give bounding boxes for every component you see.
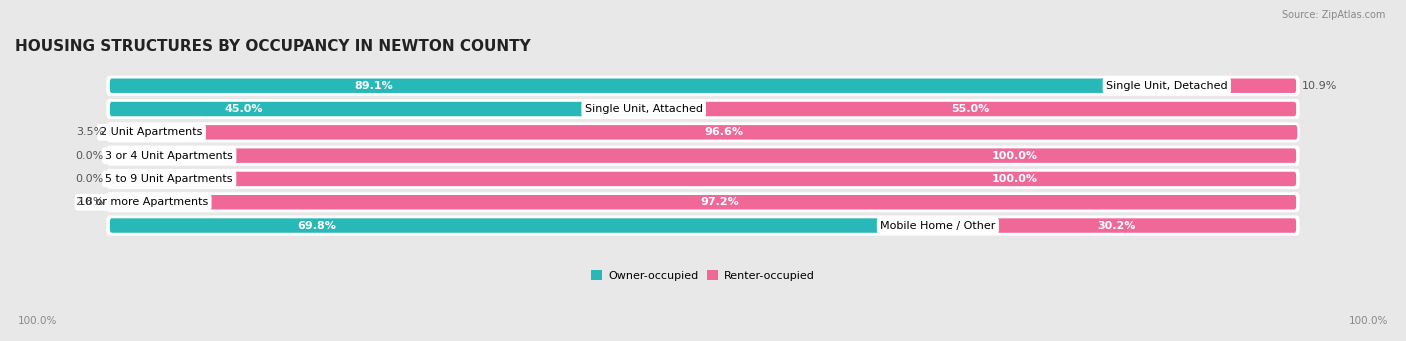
Text: HOUSING STRUCTURES BY OCCUPANCY IN NEWTON COUNTY: HOUSING STRUCTURES BY OCCUPANCY IN NEWTO… bbox=[15, 39, 530, 54]
Text: 96.6%: 96.6% bbox=[704, 127, 744, 137]
Text: 69.8%: 69.8% bbox=[298, 221, 336, 231]
Text: Single Unit, Attached: Single Unit, Attached bbox=[585, 104, 703, 114]
FancyBboxPatch shape bbox=[143, 195, 1296, 209]
FancyBboxPatch shape bbox=[110, 218, 938, 233]
FancyBboxPatch shape bbox=[169, 148, 1296, 163]
Text: 100.0%: 100.0% bbox=[991, 151, 1038, 161]
Legend: Owner-occupied, Renter-occupied: Owner-occupied, Renter-occupied bbox=[592, 270, 814, 281]
Text: Mobile Home / Other: Mobile Home / Other bbox=[880, 221, 995, 231]
Text: 5 to 9 Unit Apartments: 5 to 9 Unit Apartments bbox=[105, 174, 233, 184]
Text: Single Unit, Detached: Single Unit, Detached bbox=[1107, 81, 1227, 91]
Text: 3 or 4 Unit Apartments: 3 or 4 Unit Apartments bbox=[105, 151, 233, 161]
Text: 30.2%: 30.2% bbox=[1098, 221, 1136, 231]
FancyBboxPatch shape bbox=[938, 218, 1296, 233]
FancyBboxPatch shape bbox=[644, 102, 1296, 116]
Text: 100.0%: 100.0% bbox=[991, 174, 1038, 184]
FancyBboxPatch shape bbox=[110, 78, 1167, 93]
FancyBboxPatch shape bbox=[110, 195, 143, 209]
Text: 89.1%: 89.1% bbox=[354, 81, 394, 91]
Text: 2.8%: 2.8% bbox=[76, 197, 104, 207]
Text: 55.0%: 55.0% bbox=[950, 104, 988, 114]
Text: 3.5%: 3.5% bbox=[76, 127, 104, 137]
FancyBboxPatch shape bbox=[169, 172, 1296, 186]
FancyBboxPatch shape bbox=[107, 216, 1299, 236]
FancyBboxPatch shape bbox=[107, 122, 1299, 142]
FancyBboxPatch shape bbox=[152, 125, 1298, 139]
FancyBboxPatch shape bbox=[107, 76, 1299, 96]
Text: 2 Unit Apartments: 2 Unit Apartments bbox=[100, 127, 202, 137]
FancyBboxPatch shape bbox=[1167, 78, 1296, 93]
Text: Source: ZipAtlas.com: Source: ZipAtlas.com bbox=[1281, 10, 1385, 20]
FancyBboxPatch shape bbox=[107, 99, 1299, 119]
Text: 100.0%: 100.0% bbox=[1348, 315, 1388, 326]
FancyBboxPatch shape bbox=[107, 169, 1299, 189]
Text: 0.0%: 0.0% bbox=[76, 174, 104, 184]
FancyBboxPatch shape bbox=[110, 172, 169, 186]
Text: 100.0%: 100.0% bbox=[18, 315, 58, 326]
Text: 45.0%: 45.0% bbox=[224, 104, 263, 114]
Text: 97.2%: 97.2% bbox=[700, 197, 740, 207]
Text: 0.0%: 0.0% bbox=[76, 151, 104, 161]
FancyBboxPatch shape bbox=[107, 192, 1299, 212]
FancyBboxPatch shape bbox=[110, 125, 152, 139]
FancyBboxPatch shape bbox=[110, 148, 169, 163]
FancyBboxPatch shape bbox=[110, 102, 644, 116]
FancyBboxPatch shape bbox=[107, 146, 1299, 166]
Text: 10 or more Apartments: 10 or more Apartments bbox=[77, 197, 208, 207]
Text: 10.9%: 10.9% bbox=[1302, 81, 1337, 91]
